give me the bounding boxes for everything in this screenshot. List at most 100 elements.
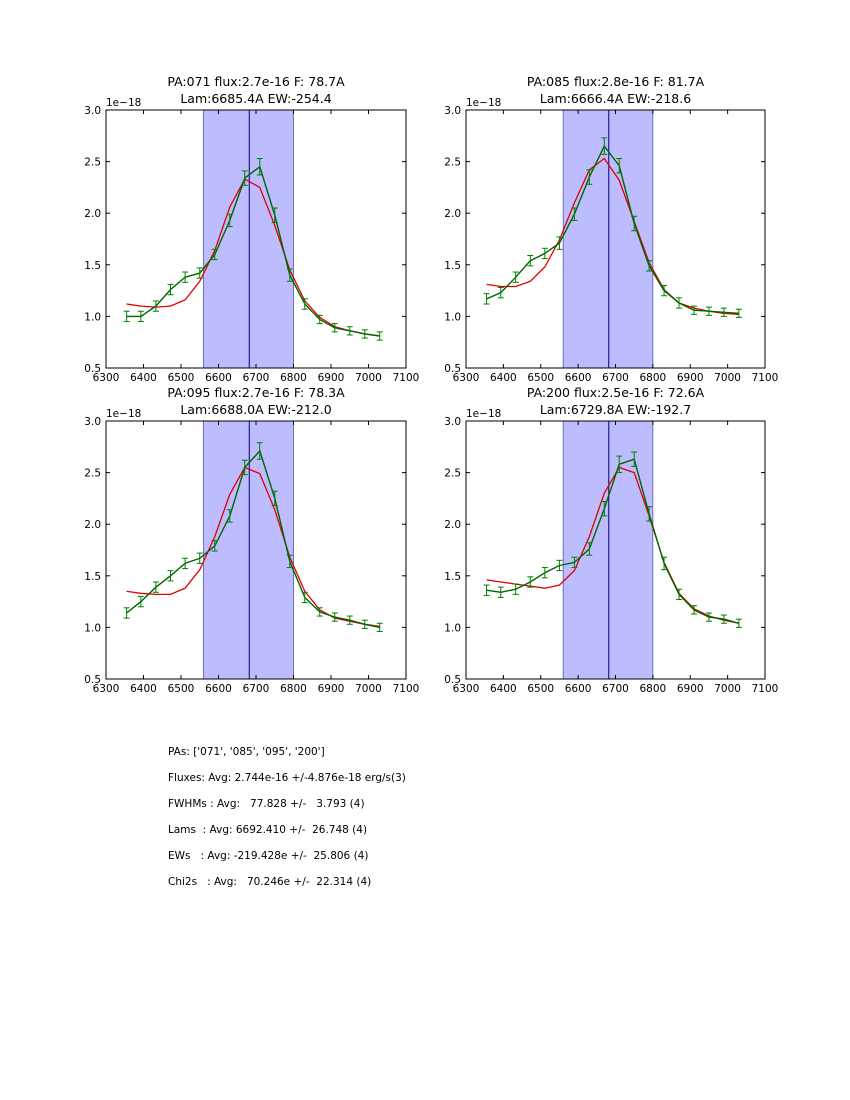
errorbar [661, 556, 668, 571]
x-tick-label: 6400 [490, 372, 517, 384]
errorbar [256, 158, 263, 176]
x-tick-label: 6300 [93, 372, 120, 384]
x-tick-label: 6700 [243, 372, 270, 384]
errorbar [616, 455, 623, 474]
y-tick-label: 2.0 [84, 519, 101, 531]
x-tick-label: 6900 [677, 372, 704, 384]
errorbar [271, 207, 278, 223]
x-tick-label: 7000 [355, 683, 382, 695]
errorbar [541, 247, 548, 260]
summary-chi2s: Chi2s : Avg: 70.246e +/- 22.314 (4) [168, 876, 372, 888]
errorbar [483, 293, 490, 305]
errorbar [571, 207, 578, 221]
x-tick-label: 7100 [752, 372, 779, 384]
errorbar [720, 307, 727, 317]
errorbar [361, 619, 368, 629]
errorbar [720, 614, 727, 624]
errorbar [631, 215, 638, 232]
model-line [486, 157, 739, 315]
x-tick-label: 6600 [205, 683, 232, 695]
summary-pas: PAs: ['071', '085', '095', '200'] [168, 746, 325, 758]
y-tick-label: 2.0 [444, 208, 461, 220]
model-line [126, 178, 380, 337]
y-tick-label: 1.0 [84, 311, 101, 323]
x-tick-label: 6900 [318, 372, 345, 384]
errorbar [226, 509, 233, 523]
errorbar [301, 591, 308, 604]
errorbar [331, 323, 338, 333]
errorbar [690, 605, 697, 615]
errorbar [211, 248, 218, 261]
x-tick-label: 7000 [355, 372, 382, 384]
errorbar [137, 310, 144, 323]
x-tick-label: 6500 [168, 372, 195, 384]
errorbar [241, 170, 248, 186]
y-tick-label: 2.5 [84, 468, 101, 480]
x-tick-label: 6800 [280, 372, 307, 384]
panel-title-line2: Lam:6729.8A EW:-192.7 [540, 402, 691, 417]
fit-window-band [562, 109, 654, 369]
x-tick-label: 6400 [130, 372, 157, 384]
y-tick-label: 1.0 [84, 622, 101, 634]
errorbar [527, 255, 534, 267]
x-tick-label: 6300 [453, 372, 480, 384]
panel-title-line2: Lam:6685.4A EW:-254.4 [180, 91, 331, 106]
x-tick-label: 6500 [527, 683, 554, 695]
errorbar [286, 268, 293, 282]
model-line [126, 466, 380, 628]
errorbar [586, 169, 593, 185]
errorbar [512, 271, 519, 283]
errorbar [286, 554, 293, 569]
errorbar [705, 306, 712, 316]
errorbar [735, 308, 742, 318]
panel-title-line1: PA:200 flux:2.5e-16 F: 72.6A [527, 385, 705, 400]
errorbar [152, 581, 159, 593]
errorbar [211, 540, 218, 552]
y-tick-label: 2.5 [444, 157, 461, 169]
panel-pa-071: 6300 6400 6500 6600 6700 6800 6900 7000 7100 0.5 1… [84, 74, 419, 384]
summary-fwhms: FWHMs : Avg: 77.828 +/- 3.793 (4) [168, 798, 365, 810]
y-scale-offset: 1e−18 [466, 97, 501, 109]
model-line [486, 466, 739, 624]
x-tick-label: 6300 [93, 683, 120, 695]
y-scale-offset: 1e−18 [106, 408, 141, 420]
x-tick-label: 6500 [168, 683, 195, 695]
errorbar [661, 284, 668, 297]
errorbar [376, 622, 383, 633]
summary-lams: Lams : Avg: 6692.410 +/- 26.748 (4) [168, 824, 368, 836]
panel-title-line1: PA:071 flux:2.7e-16 F: 78.7A [167, 74, 345, 89]
errorbar [167, 570, 174, 582]
summary-ews: EWs : Avg: -219.428e +/- 25.806 (4) [168, 850, 369, 862]
errorbar [152, 300, 159, 312]
summary-fluxes: Fluxes: Avg: 2.744e-16 +/-4.876e-18 erg/… [168, 772, 406, 784]
errorbar [497, 287, 504, 299]
data-line [126, 449, 380, 629]
y-tick-label: 1.5 [84, 571, 101, 583]
panel-title-line2: Lam:6688.0A EW:-212.0 [180, 402, 331, 417]
y-tick-label: 3.0 [84, 105, 101, 117]
errorbar [361, 329, 368, 339]
errorbar [123, 310, 130, 323]
errorbar [256, 442, 263, 460]
x-tick-label: 6700 [602, 372, 629, 384]
panel-title-line1: PA:095 flux:2.7e-16 F: 78.3A [167, 385, 345, 400]
errorbar [586, 542, 593, 556]
panel-title-line2: Lam:6666.4A EW:-218.6 [540, 91, 691, 106]
errorbar [123, 607, 130, 619]
x-tick-label: 6400 [130, 683, 157, 695]
y-tick-label: 2.5 [84, 157, 101, 169]
y-scale-offset: 1e−18 [466, 408, 501, 420]
y-tick-label: 1.5 [84, 260, 101, 272]
errorbar [541, 567, 548, 579]
errorbar [241, 459, 248, 476]
errorbar [601, 137, 608, 155]
x-tick-label: 6800 [280, 683, 307, 695]
x-tick-label: 6800 [640, 372, 667, 384]
errorbar [646, 506, 653, 522]
x-tick-label: 6600 [565, 372, 592, 384]
y-tick-label: 2.0 [84, 208, 101, 220]
errorbar [527, 576, 534, 588]
x-tick-label: 6500 [527, 372, 554, 384]
errorbar [346, 326, 353, 336]
